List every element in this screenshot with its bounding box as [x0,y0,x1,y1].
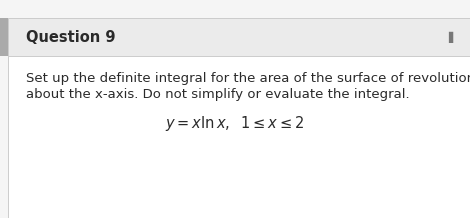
Text: Set up the definite integral for the area of the surface of revolution: Set up the definite integral for the are… [26,72,470,85]
Text: $y = x\ln x, \;\; 1 \leq x \leq 2$: $y = x\ln x, \;\; 1 \leq x \leq 2$ [165,114,305,133]
Text: ▌: ▌ [448,31,456,43]
Text: about the x-axis. Do not simplify or evaluate the integral.: about the x-axis. Do not simplify or eva… [26,88,410,101]
Text: Question 9: Question 9 [26,29,116,44]
